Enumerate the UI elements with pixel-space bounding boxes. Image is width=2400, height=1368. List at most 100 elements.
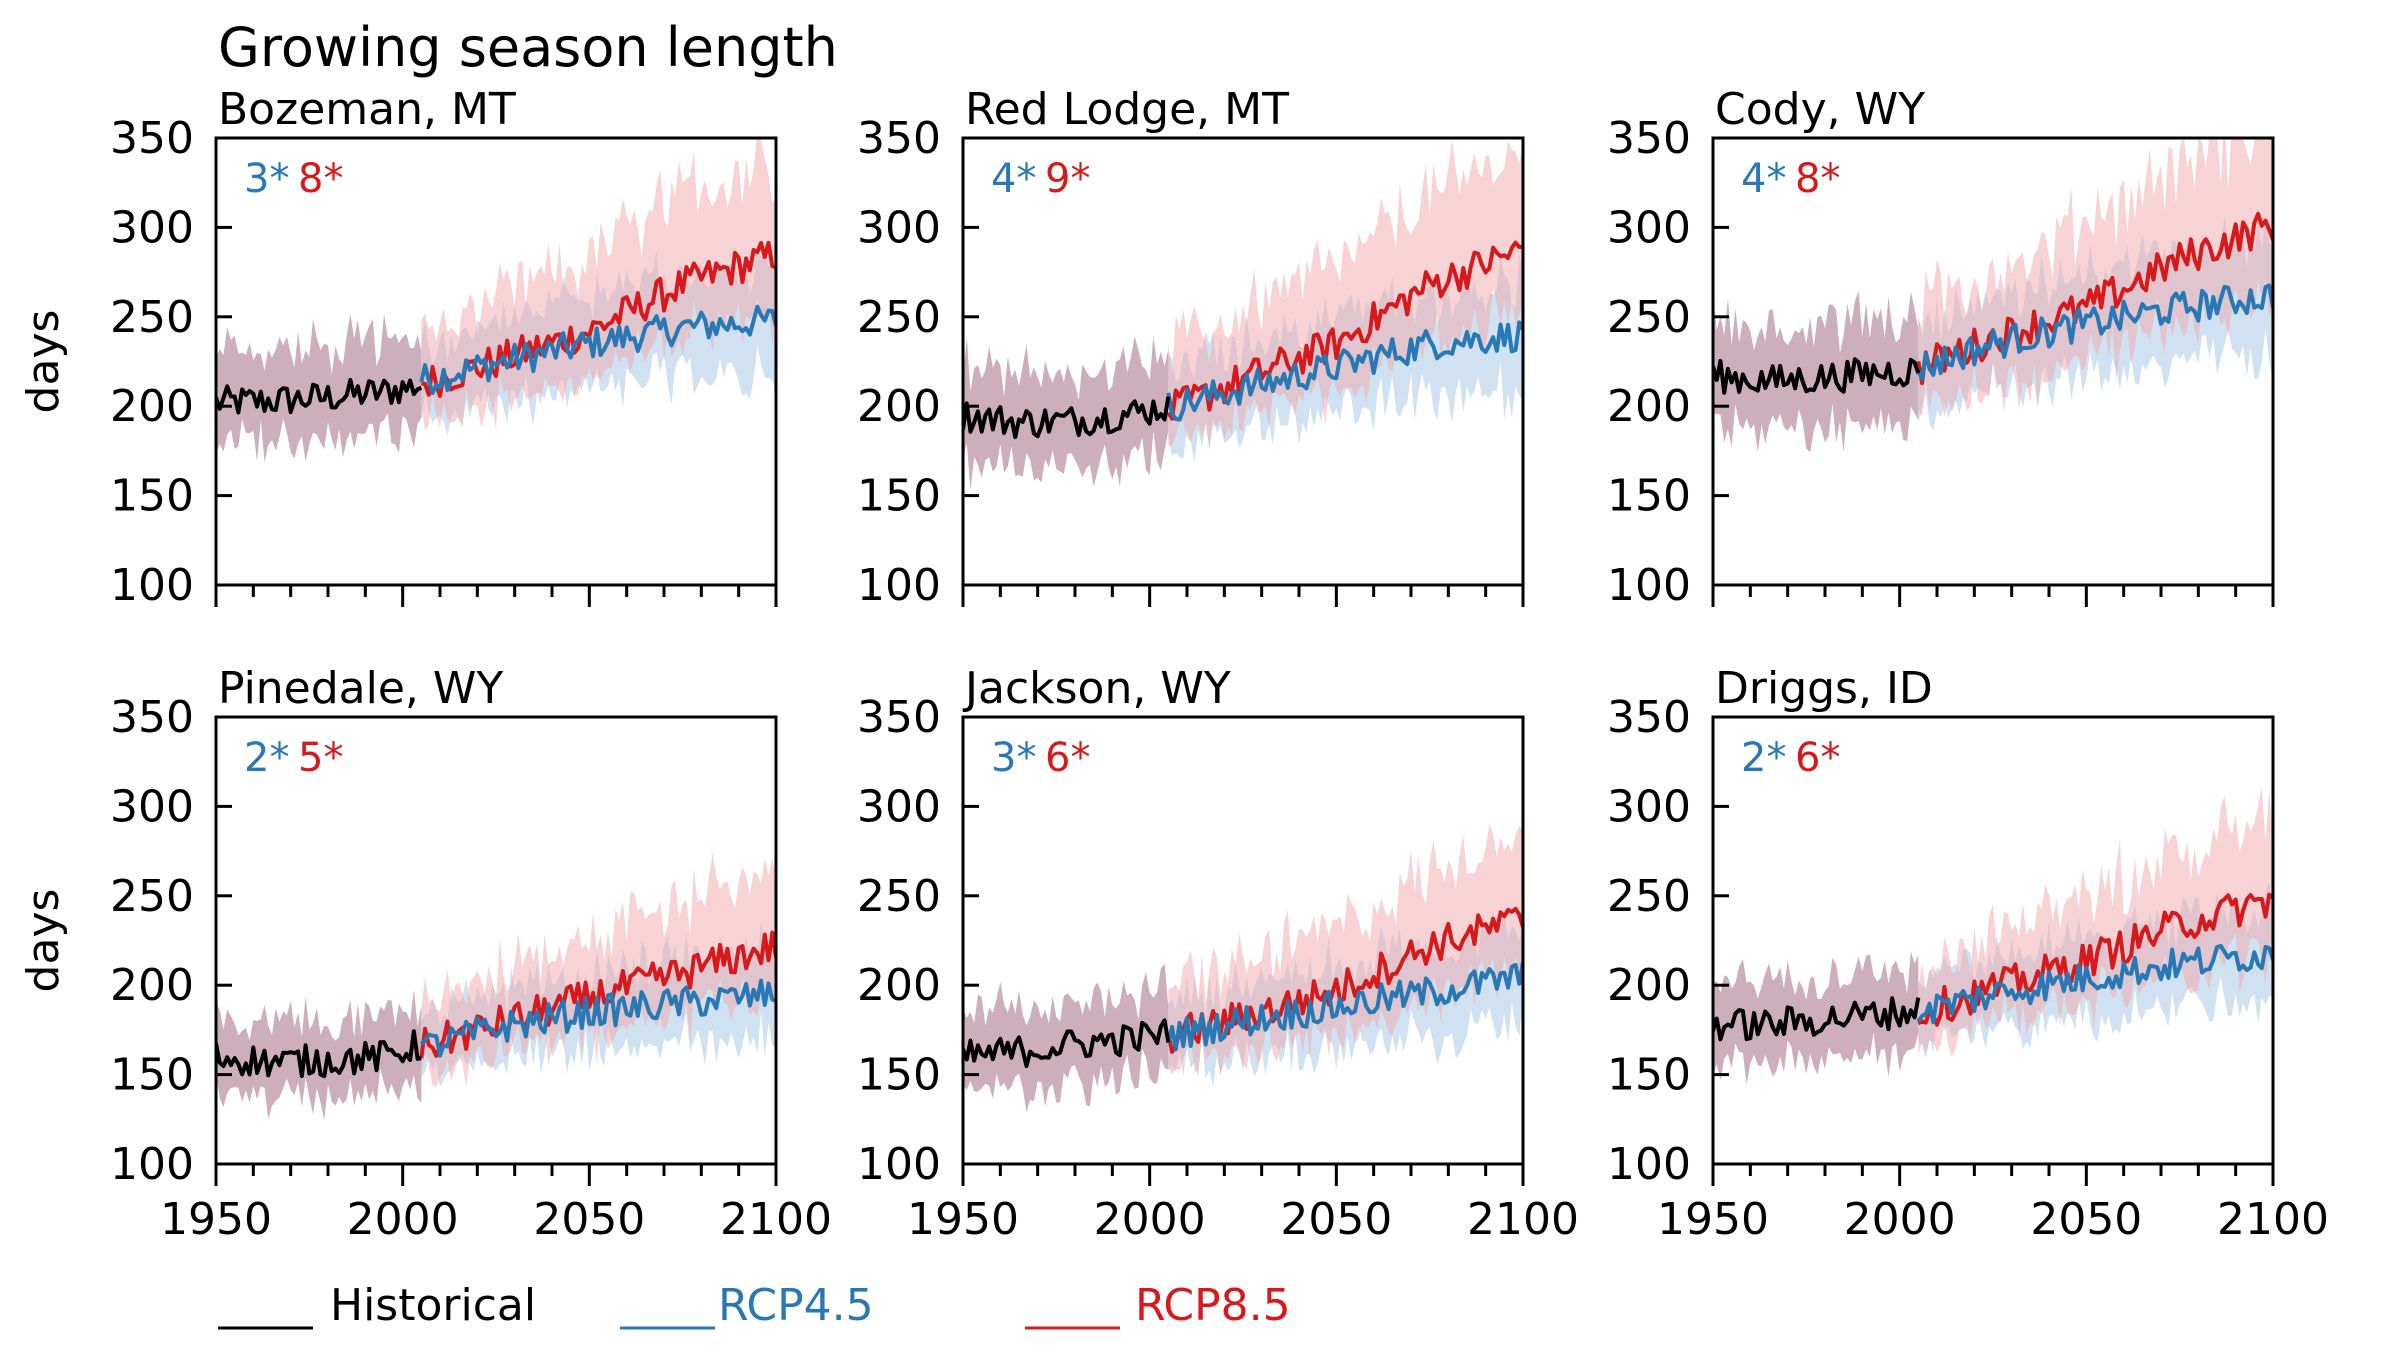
rcp45-line (1916, 943, 2273, 1025)
axes-frame (1711, 715, 2275, 1166)
rcp85-trend-annotation: 6* (1045, 735, 1090, 781)
y-tick-label: 200 (110, 381, 194, 432)
historical-line (216, 377, 422, 415)
panel-bozeman-mt: 100 150 200 250 300 350 Bozeman, MT 3* 8* days (18, 84, 778, 611)
axes-frame (961, 136, 1525, 587)
rcp85-envelope (1168, 138, 1523, 448)
panel-title: Cody, WY (1715, 84, 1925, 135)
y-tick-label: 250 (110, 292, 194, 343)
x-tick-label: 2000 (347, 1194, 459, 1245)
plot-area (963, 138, 1523, 491)
rcp85-envelope (1168, 824, 1523, 1076)
axes-frame (214, 136, 778, 587)
panel-title: Jackson, WY (962, 663, 1231, 714)
panels: 100 150 200 250 300 350 Bozeman, MT 3* 8* days 100… (18, 84, 2329, 1245)
y-tick-label: 200 (857, 960, 941, 1011)
rcp85-trend-annotation: 6* (1795, 735, 1840, 781)
panel-title: Pinedale, WY (218, 663, 503, 714)
y-tick-label: 150 (1607, 471, 1691, 522)
y-tick-label: 200 (110, 960, 194, 1011)
rcp85-envelope (421, 138, 776, 431)
axes-frame (214, 715, 778, 1166)
rcp85-trend-annotation: 9* (1045, 156, 1090, 202)
panel-jackson-wy: 100 150 200 250 300 350 1950 2000 2050 2100 Jackso… (857, 663, 1579, 1245)
rcp85-envelope (421, 852, 776, 1088)
y-tick-label: 300 (857, 781, 941, 832)
plot-area (216, 138, 776, 463)
figure-title: Growing season length (218, 16, 838, 79)
panel-cody-wy: 100 150 200 250 300 350 Cody, WY 4* 8* (1607, 84, 2275, 611)
x-tick-label: 2050 (533, 1194, 645, 1245)
historical-line (963, 1018, 1171, 1069)
panel-title: Bozeman, MT (218, 84, 516, 135)
axes-frame (961, 715, 1525, 1166)
y-tick-label: 250 (857, 292, 941, 343)
y-tick-label: 200 (857, 381, 941, 432)
legend-item-rcp45: RCP4.5 (620, 1280, 874, 1331)
y-tick-label: 350 (857, 113, 941, 164)
historical-line (216, 1029, 422, 1079)
y-tick-label: 300 (1607, 781, 1691, 832)
plot-area (963, 824, 1523, 1113)
y-tick-label: 350 (110, 113, 194, 164)
historical-line (1713, 996, 1921, 1042)
y-tick-label: 200 (1607, 960, 1691, 1011)
plot-area (1713, 138, 2273, 453)
rcp85-trend-annotation: 8* (298, 156, 343, 202)
rcp85-trend-annotation: 5* (298, 735, 343, 781)
rcp45-line (419, 978, 776, 1058)
rcp45-line (419, 304, 776, 396)
y-tick-label: 300 (110, 781, 194, 832)
panel-driggs-id: 100 150 200 250 300 350 1950 2000 2050 2100 Driggs… (1607, 663, 2329, 1245)
axes-frame (1711, 136, 2275, 587)
y-tick-label: 150 (110, 471, 194, 522)
x-tick-label: 2000 (1094, 1194, 1206, 1245)
y-tick-label: 150 (857, 1050, 941, 1101)
x-tick-label: 1950 (160, 1194, 272, 1245)
y-tick-label: 300 (110, 202, 194, 253)
y-tick-label: 250 (1607, 292, 1691, 343)
rcp45-line (1166, 320, 1523, 422)
x-tick-label: 2050 (1280, 1194, 1392, 1245)
rcp45-line (1166, 961, 1523, 1052)
historical-line (963, 396, 1171, 440)
x-tick-label: 2100 (720, 1194, 832, 1245)
y-tick-label: 150 (110, 1050, 194, 1101)
rcp45-trend-annotation: 2* (244, 735, 289, 781)
legend-label: Historical (330, 1280, 536, 1331)
y-tick-label: 100 (1607, 1139, 1691, 1190)
y-axis-label: days (18, 310, 69, 414)
panel-red-lodge-mt: 100 150 200 250 300 350 Red Lodge, MT 4* 9* (857, 84, 1525, 611)
plot-area (216, 852, 776, 1121)
rcp45-trend-annotation: 4* (1741, 156, 1786, 202)
y-tick-label: 100 (110, 1139, 194, 1190)
y-tick-label: 300 (857, 202, 941, 253)
x-tick-label: 2050 (2030, 1194, 2142, 1245)
legend-item-rcp85: RCP8.5 (1025, 1280, 1291, 1331)
y-tick-label: 150 (1607, 1050, 1691, 1101)
rcp45-line (1916, 283, 2273, 382)
x-tick-label: 2100 (2217, 1194, 2329, 1245)
historical-envelope (1713, 290, 1919, 453)
y-tick-label: 200 (1607, 381, 1691, 432)
y-tick-label: 350 (1607, 113, 1691, 164)
x-tick-label: 2000 (1844, 1194, 1956, 1245)
legend-item-historical: Historical (218, 1280, 536, 1331)
rcp45-trend-annotation: 3* (991, 735, 1036, 781)
y-tick-label: 350 (1607, 692, 1691, 743)
legend-label: RCP8.5 (1135, 1280, 1291, 1331)
y-tick-label: 150 (857, 471, 941, 522)
plot-area (1713, 787, 2273, 1085)
y-tick-label: 100 (857, 560, 941, 611)
y-tick-label: 100 (110, 560, 194, 611)
y-tick-label: 250 (857, 871, 941, 922)
y-axis-label: days (18, 889, 69, 993)
legend: Historical RCP4.5 RCP8.5 (218, 1280, 1291, 1331)
rcp45-trend-annotation: 4* (991, 156, 1036, 202)
panel-title: Driggs, ID (1715, 663, 1933, 714)
historical-line (1713, 357, 1921, 395)
x-tick-label: 1950 (907, 1194, 1019, 1245)
y-tick-label: 300 (1607, 202, 1691, 253)
legend-label: RCP4.5 (718, 1280, 874, 1331)
